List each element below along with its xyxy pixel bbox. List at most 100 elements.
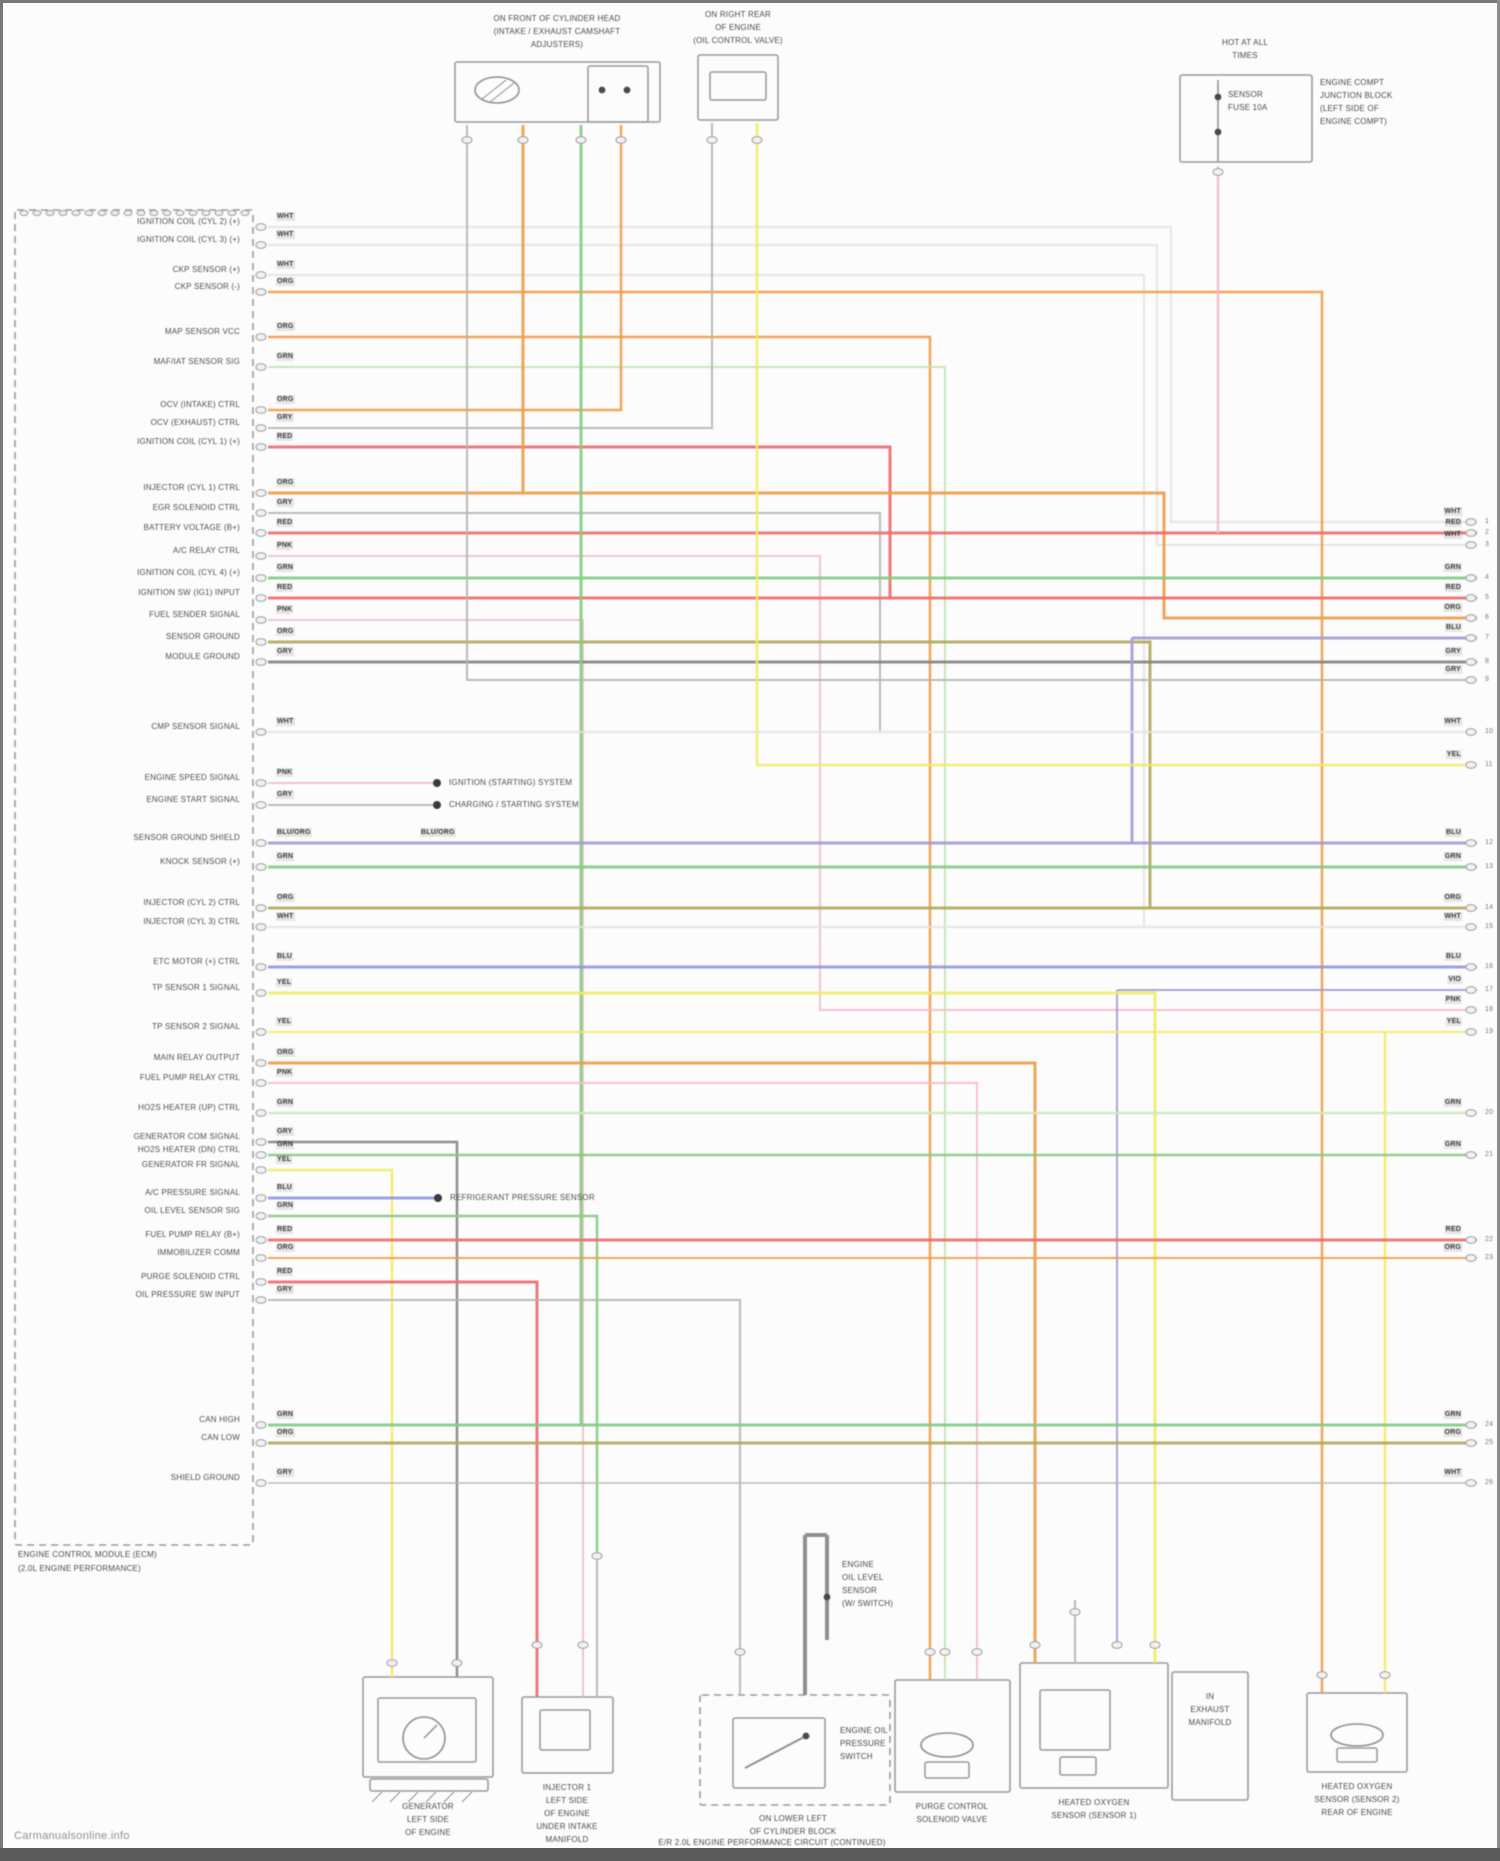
junction-label-2: JUNCTION BLOCK [1320, 91, 1393, 100]
ecm-pin-oval [255, 489, 267, 497]
edge-wire-color-code: WHT [1443, 507, 1462, 516]
ecm-pin-label: IGNITION COIL (CYL 3) (+) [137, 235, 240, 244]
wire-color-code: GRN [276, 852, 295, 861]
wire-color-code: GRY [276, 1127, 294, 1136]
ecm-pin-tick [84, 209, 94, 217]
watermark-link[interactable]: Carmanualsonline.info [14, 1830, 130, 1842]
ecm-pin-oval [255, 1236, 267, 1244]
ecm-pin-oval [255, 638, 267, 646]
junction-dot [598, 86, 606, 94]
wire-color-code: ORG [276, 478, 295, 487]
inline-connector-oval [575, 136, 587, 144]
edge-pin-number: 19 [1485, 1028, 1494, 1035]
wire-color-code-mid: BLU/ORG [420, 828, 456, 837]
ecm-connector-box [14, 209, 254, 1546]
ecm-pin-oval [255, 904, 267, 912]
edge-wire-color-code: ORG [1443, 893, 1462, 902]
oil-level-label: ENGINE [842, 1560, 874, 1569]
edge-pin-number: 13 [1485, 863, 1494, 870]
injector-label-2: LEFT SIDE [545, 1796, 589, 1805]
solenoid-symbol [920, 1732, 974, 1758]
junction-label: ENGINE COMPT [1320, 78, 1385, 87]
edge-pin-number: 24 [1485, 1421, 1494, 1428]
oxygen-sensor1-tip [1059, 1756, 1097, 1776]
inline-connector-oval [971, 1648, 983, 1656]
oil-switch-outer-box [699, 1694, 891, 1806]
ecm-pin-label: OCV (EXHAUST) CTRL [150, 418, 240, 427]
wire-red [268, 445, 892, 598]
ecm-pin-tick [149, 209, 159, 217]
wire-color-code: GRN [276, 1410, 295, 1419]
inline-connector-oval [734, 1648, 746, 1656]
wire-color-code: YEL [276, 1017, 293, 1026]
ecm-pin-tick [227, 209, 237, 217]
wire-color-code: ORG [276, 1428, 295, 1437]
edge-pin-oval [1465, 863, 1477, 871]
ecm-pin-tick [162, 209, 172, 217]
wire-color-code: YEL [276, 1155, 293, 1164]
wire-color-code: ORG [276, 395, 295, 404]
wire-color-code: ORG [276, 1243, 295, 1252]
ecm-pin-label: TP SENSOR 1 SIGNAL [152, 983, 240, 992]
oil-switch-loc-label: ON LOWER LEFT [759, 1814, 827, 1823]
inline-connector-oval [1379, 1671, 1391, 1679]
wire-org [268, 1061, 1037, 1663]
ecm-pin-label: MAIN RELAY OUTPUT [153, 1053, 240, 1062]
wire-olv [268, 640, 1152, 908]
component-mark [744, 1735, 807, 1769]
ecm-pin-label: IGNITION COIL (CYL 2) (+) [137, 217, 240, 226]
ecm-pin-tick [175, 209, 185, 217]
edge-pin-oval [1465, 594, 1477, 602]
ecm-pin-oval [255, 779, 267, 787]
edge-pin-number: 11 [1485, 761, 1493, 768]
edge-wire-color-code: ORG [1443, 1428, 1462, 1437]
purge-solenoid-coil [924, 1761, 970, 1779]
ecm-pin-label: MAP SENSOR VCC [164, 327, 240, 336]
ecm-pin-tick [110, 209, 120, 217]
ecm-pin-oval [255, 333, 267, 341]
edge-wire-color-code: RED [1444, 583, 1462, 592]
ecm-pin-oval [255, 1028, 267, 1036]
wire-color-code: ORG [276, 1048, 295, 1057]
wire-grn [268, 1214, 599, 1553]
ecm-pin-oval [255, 1079, 267, 1087]
junction-dot [623, 86, 631, 94]
edge-pin-number: 17 [1485, 986, 1494, 993]
ocv-title-3: (OIL CONTROL VALVE) [693, 36, 783, 45]
ecm-pin-oval [255, 1439, 267, 1447]
ecm-pin-oval [255, 658, 267, 666]
edge-wire-color-code: BLU [1445, 952, 1462, 961]
ecm-pin-label: FUEL SENDER SIGNAL [149, 610, 240, 619]
ecm-pin-label: SHIELD GROUND [170, 1473, 240, 1482]
wire-color-code: ORG [276, 627, 295, 636]
wire-pnk [268, 619, 584, 1697]
junction-label-3: (LEFT SIDE OF [1320, 104, 1379, 113]
wire-org [268, 125, 623, 412]
wire-color-code: GRY [276, 413, 294, 422]
diagram-caption: E/R 2.0L ENGINE PERFORMANCE CIRCUIT (CON… [658, 1838, 886, 1847]
wire-color-code: GRN [276, 1098, 295, 1107]
inline-connector-oval [615, 136, 627, 144]
edge-wire-color-code: GRN [1443, 1098, 1462, 1107]
oil-switch-label-2: PRESSURE [840, 1739, 886, 1748]
ho2s2-label-3: REAR OF ENGINE [1321, 1808, 1393, 1817]
inline-connector-oval [577, 1641, 589, 1649]
wire-color-code: RED [276, 518, 294, 527]
edge-pin-oval [1465, 923, 1477, 931]
edge-pin-number: 7 [1485, 634, 1490, 641]
purge-label: PURGE CONTROL [915, 1802, 989, 1811]
edge-wire-color-code: WHT [1443, 717, 1462, 726]
cam-adjuster-title: ON FRONT OF CYLINDER HEAD [493, 14, 621, 23]
wire-color-code: GRN [276, 352, 295, 361]
edge-pin-oval [1465, 728, 1477, 736]
edge-pin-oval [1465, 1151, 1477, 1159]
wire-color-code: YEL [276, 978, 293, 987]
edge-wire-color-code: WHT [1443, 912, 1462, 921]
oil-switch-box [732, 1717, 826, 1789]
cam-adjuster-symbol [474, 76, 520, 104]
edge-pin-number: 12 [1485, 839, 1494, 846]
ecm-pin-tick [97, 209, 107, 217]
generator-label: GENERATOR [402, 1802, 454, 1811]
reference-arrow-dot [433, 779, 441, 787]
